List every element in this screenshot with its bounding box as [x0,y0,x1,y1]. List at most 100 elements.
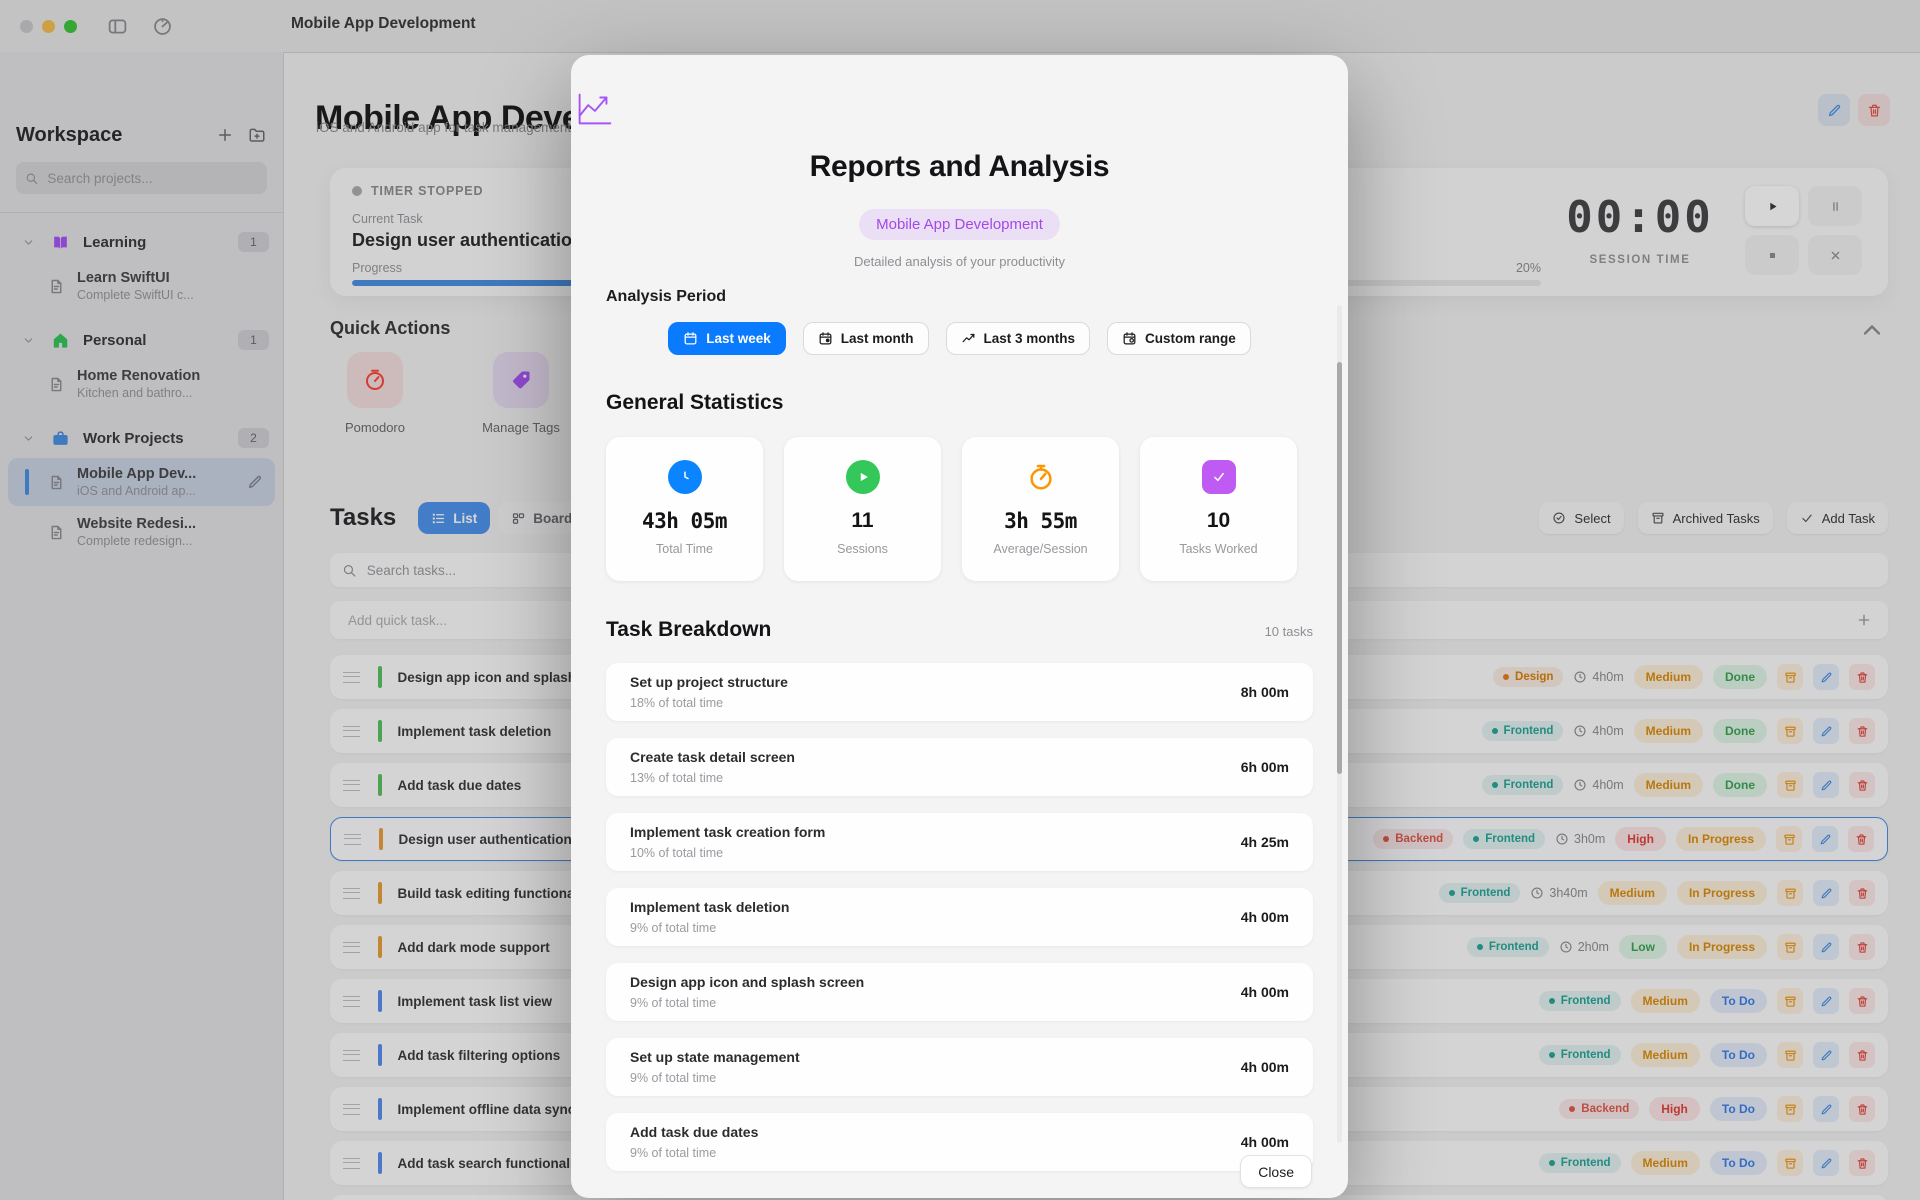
window-minimize-button[interactable] [42,20,55,33]
plus-icon[interactable] [1856,612,1872,628]
stat-icon-wrap [667,459,702,494]
archive-task-button[interactable] [1777,1096,1803,1122]
delete-project-button[interactable] [1858,94,1890,126]
timer-pause-button[interactable] [1808,186,1862,226]
archive-task-button[interactable] [1777,664,1803,690]
priority-badge: Medium [1633,665,1703,689]
collapse-section-button[interactable] [1858,316,1886,344]
status-badge: Done [1713,665,1767,689]
breakdown-row: Implement task creation form 10% of total… [606,812,1313,871]
task-name: Implement task list view [397,993,553,1009]
drag-handle-icon[interactable] [343,671,360,683]
sidebar-section-header[interactable]: Personal 1 [0,322,283,358]
archive-task-button[interactable] [1777,880,1803,906]
period-last-3-months-button[interactable]: Last 3 months [945,321,1091,355]
edit-task-button[interactable] [1813,718,1839,744]
breakdown-text: Add task due dates 9% of total time [630,1124,758,1160]
delete-task-button[interactable] [1849,664,1875,690]
stat-value: 43h 05m [641,508,728,533]
project-search-input[interactable] [45,169,258,187]
period-last-week-button[interactable]: Last week [668,321,786,355]
new-folder-button[interactable] [241,120,273,150]
delete-task-button[interactable] [1849,988,1875,1014]
edit-project-button[interactable] [1818,94,1850,126]
window-close-button[interactable] [20,20,33,33]
sidebar-item-text: Website Redesi... Complete redesign... [77,516,275,548]
sidebar-project-item[interactable]: Home Renovation Kitchen and bathro... [8,360,275,408]
delete-task-button[interactable] [1849,1042,1875,1068]
archive-task-button[interactable] [1777,988,1803,1014]
modal-scrollbar-thumb[interactable] [1337,362,1342,774]
sidebar-project-item[interactable]: Website Redesi... Complete redesign... [8,508,275,556]
drag-handle-icon[interactable] [343,887,360,899]
sidebar-item-title: Learn SwiftUI [77,270,170,286]
delete-task-button[interactable] [1849,934,1875,960]
edit-task-button[interactable] [1813,934,1839,960]
archive-task-button[interactable] [1777,934,1803,960]
archive-task-button[interactable] [1777,718,1803,744]
current-task-label: Current Task [352,212,423,226]
edit-task-button[interactable] [1813,988,1839,1014]
titlebar: Mobile App Development [0,0,1920,53]
drag-handle-icon[interactable] [343,995,360,1007]
edit-task-button[interactable] [1813,772,1839,798]
timer-gauge-icon[interactable] [152,16,173,37]
tag-badge: Frontend [1438,883,1521,903]
period-custom-range-button[interactable]: Custom range [1107,321,1251,355]
drag-handle-icon[interactable] [343,941,360,953]
drag-handle-icon[interactable] [343,1157,360,1169]
edit-task-button[interactable] [1813,1096,1839,1122]
delete-task-button[interactable] [1849,880,1875,906]
trash-icon [1856,1103,1869,1116]
edit-task-button[interactable] [1813,664,1839,690]
sidebar-section: Personal 1 Home Renovation Kitchen and bath… [0,322,283,408]
modal-close-button[interactable]: Close [1240,1155,1312,1188]
delete-task-button[interactable] [1848,826,1874,852]
quick-action-pomodoro[interactable]: Pomodoro [330,352,420,435]
period-last-month-button[interactable]: Last month [802,321,929,355]
edit-task-button[interactable] [1813,880,1839,906]
sidebar-project-item[interactable]: Mobile App Dev... iOS and Android ap... [8,458,275,506]
delete-task-button[interactable] [1849,718,1875,744]
edit-task-button[interactable] [1813,1042,1839,1068]
select-tasks-button[interactable]: Select [1539,502,1624,534]
archive-task-button[interactable] [1777,1042,1803,1068]
edit-task-button[interactable] [1812,826,1838,852]
archive-task-button[interactable] [1776,826,1802,852]
stat-icon-wrap [845,459,880,494]
view-board-button[interactable]: Board [498,502,586,534]
quick-action-tile [493,352,549,408]
timer-close-button[interactable] [1808,235,1862,275]
sidebar-section-label: Learning [83,233,147,251]
timer-play-button[interactable] [1745,186,1799,226]
drag-handle-icon[interactable] [343,725,360,737]
window-zoom-button[interactable] [64,20,77,33]
add-task-button[interactable]: Add Task [1786,502,1888,534]
chart-line-icon [961,331,976,346]
edit-task-button[interactable] [1813,1150,1839,1176]
drag-handle-icon[interactable] [343,779,360,791]
view-list-button[interactable]: List [418,502,491,534]
tag-dot [1569,1106,1576,1112]
project-search-field[interactable] [16,162,267,194]
delete-task-button[interactable] [1849,772,1875,798]
quick-action-manage-tags[interactable]: Manage Tags [476,352,566,435]
add-project-button[interactable] [209,120,241,150]
drag-handle-icon[interactable] [344,833,361,845]
archive-task-button[interactable] [1777,772,1803,798]
trash-icon [1856,1049,1869,1062]
drag-handle-icon[interactable] [343,1103,360,1115]
archived-tasks-button[interactable]: Archived Tasks [1637,502,1773,534]
timer-stop-button[interactable] [1745,235,1799,275]
delete-task-button[interactable] [1849,1096,1875,1122]
sidebar-toggle-icon[interactable] [107,16,128,37]
archive-task-button[interactable] [1777,1150,1803,1176]
sidebar-section-header[interactable]: Work Projects 2 [0,420,283,456]
stat-card: 3h 55m Average/Session [962,436,1119,581]
drag-handle-icon[interactable] [343,1049,360,1061]
sidebar-project-item[interactable]: Learn SwiftUI Complete SwiftUI c... [8,262,275,310]
modal-scrollbar-track[interactable] [1337,305,1342,1143]
sidebar-section-header[interactable]: Learning 1 [0,224,283,260]
task-row-meta: Frontend Medium To Do [1538,1150,1875,1176]
delete-task-button[interactable] [1849,1150,1875,1176]
